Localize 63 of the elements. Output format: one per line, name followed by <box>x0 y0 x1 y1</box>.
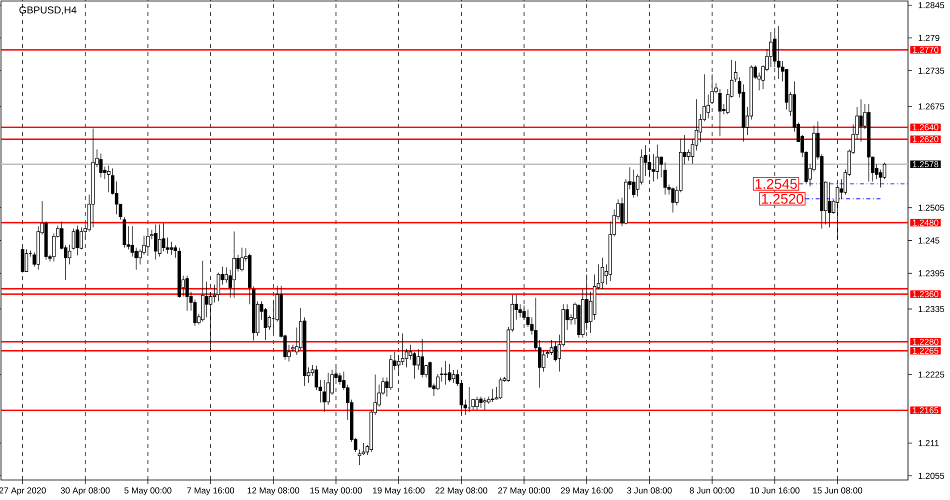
y-tick-label: 1.2675 <box>918 103 944 110</box>
candlestick <box>742 84 746 142</box>
x-tick-label: 5 May 00:00 <box>124 487 172 496</box>
y-tick-label: 1.211 <box>918 440 939 446</box>
x-tick-label: 8 Jun 00:00 <box>690 487 734 494</box>
candlestick <box>44 221 48 260</box>
y-tick-label: 1.2225 <box>918 371 944 378</box>
candlestick <box>193 299 197 326</box>
x-tick-label: 15 May 00:00 <box>310 487 362 496</box>
x-tick-label: 7 May 16:00 <box>187 487 234 496</box>
candlestick <box>671 187 675 213</box>
candlestick <box>475 396 479 410</box>
x-tick-label: 27 May 00:00 <box>498 487 550 496</box>
y-tick-label: 1.2055 <box>918 472 944 479</box>
candlestick <box>444 360 448 386</box>
ref-line-label: 1.2578 <box>912 161 938 168</box>
candlestick <box>216 272 220 302</box>
candlestick <box>170 241 174 256</box>
y-tick-label: 1.245 <box>918 237 940 244</box>
ref-line-label: 1.2280 <box>912 338 938 345</box>
candlestick <box>859 98 863 142</box>
ref-line-label: 1.2640 <box>912 124 938 130</box>
candlestick <box>322 380 326 412</box>
ref-line-label: 1.2480 <box>912 220 938 226</box>
candlestick <box>452 369 456 384</box>
candlestick <box>68 244 72 265</box>
x-tick-label: 3 Jun 08:00 <box>627 487 672 494</box>
y-tick-label: 1.2505 <box>918 204 944 211</box>
candlestick <box>648 154 652 178</box>
ref-line-label: 1.2770 <box>912 46 938 53</box>
y-tick-label: 1.2395 <box>918 270 944 276</box>
candlestick <box>769 32 773 68</box>
candlestick <box>204 281 208 318</box>
y-tick-label: 1.279 <box>918 34 940 42</box>
candlestick <box>828 182 832 228</box>
candlestick <box>777 26 780 80</box>
x-tick-label: 22 May 08:00 <box>436 487 488 496</box>
candlestick <box>146 231 150 253</box>
ref-line-label: 1.2545 <box>756 178 797 189</box>
y-tick-label: 1.2735 <box>918 68 944 74</box>
ref-line-label: 1.2360 <box>912 291 938 298</box>
chart-title: GBPUSD,H4 <box>19 6 76 15</box>
candlestick <box>166 237 170 254</box>
ref-line-label: 1.2620 <box>912 136 938 142</box>
x-tick-label: 12 May 08:00 <box>248 487 300 496</box>
candlestick <box>592 274 596 320</box>
candlestick <box>479 396 483 408</box>
candlestick <box>526 309 530 328</box>
candlestick <box>232 231 236 298</box>
candlestick <box>718 88 722 137</box>
candlestick <box>404 348 408 368</box>
y-tick-label: 1.2845 <box>918 2 944 8</box>
candlestick <box>122 216 126 248</box>
ref-line-label: 1.2520 <box>762 194 804 204</box>
x-tick-label: 30 Apr 08:00 <box>60 487 110 496</box>
y-tick-label: 1.2335 <box>918 306 944 312</box>
x-tick-label: 10 Jun 16:00 <box>750 487 800 494</box>
candlestick <box>91 128 95 228</box>
ref-line-label: 1.2265 <box>912 348 938 354</box>
x-tick-label: 19 May 16:00 <box>373 487 425 496</box>
ref-line-label: 1.2165 <box>912 407 938 414</box>
x-tick-label: 15 Jun 08:00 <box>813 487 862 494</box>
x-tick-label: 29 May 16:00 <box>560 487 613 496</box>
